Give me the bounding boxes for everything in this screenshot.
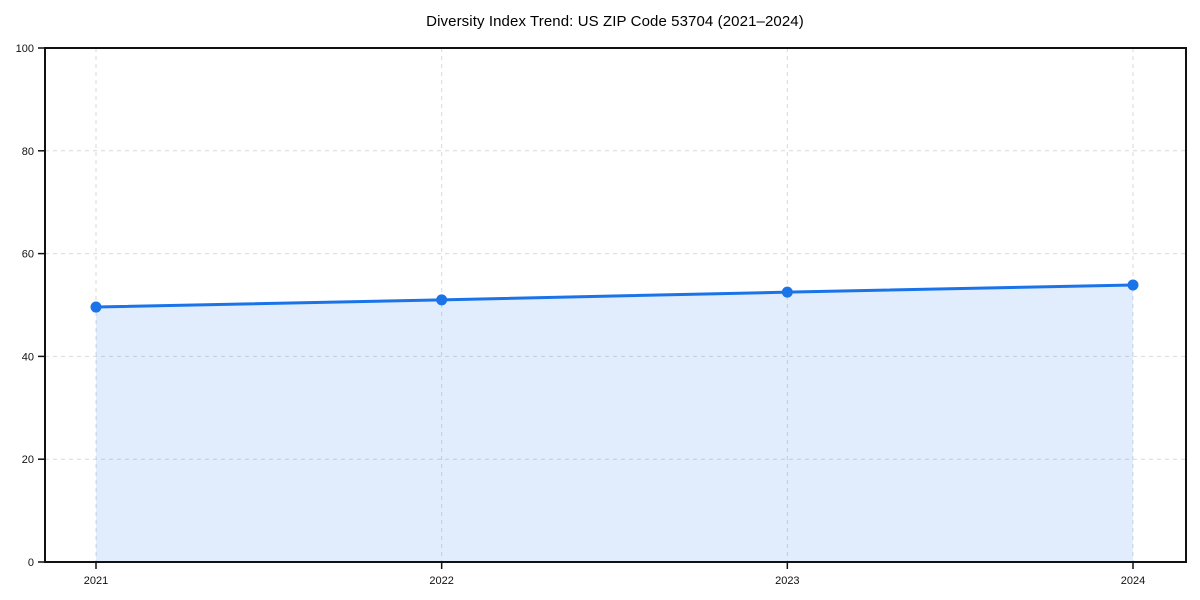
x-tick-label: 2023 <box>775 575 799 587</box>
y-tick-label: 80 <box>22 146 34 158</box>
area-fill <box>96 284 1133 562</box>
x-tick-label: 2022 <box>429 575 453 587</box>
y-tick-label: 0 <box>28 557 34 569</box>
y-tick-label: 100 <box>16 43 34 55</box>
y-tick-label: 60 <box>22 249 34 261</box>
data-point-2021 <box>90 301 102 313</box>
y-tick-label: 20 <box>22 454 34 466</box>
data-point-2022 <box>436 294 448 306</box>
y-tick-label: 40 <box>22 351 34 363</box>
x-tick-label: 2021 <box>84 575 108 587</box>
chart-title: Diversity Index Trend: US ZIP Code 53704… <box>426 13 804 30</box>
data-point-2024 <box>1127 279 1139 291</box>
trend-line <box>94 283 1135 309</box>
data-point-2023 <box>781 286 793 298</box>
x-tick-label: 2024 <box>1121 575 1145 587</box>
plot-border <box>44 47 1187 563</box>
